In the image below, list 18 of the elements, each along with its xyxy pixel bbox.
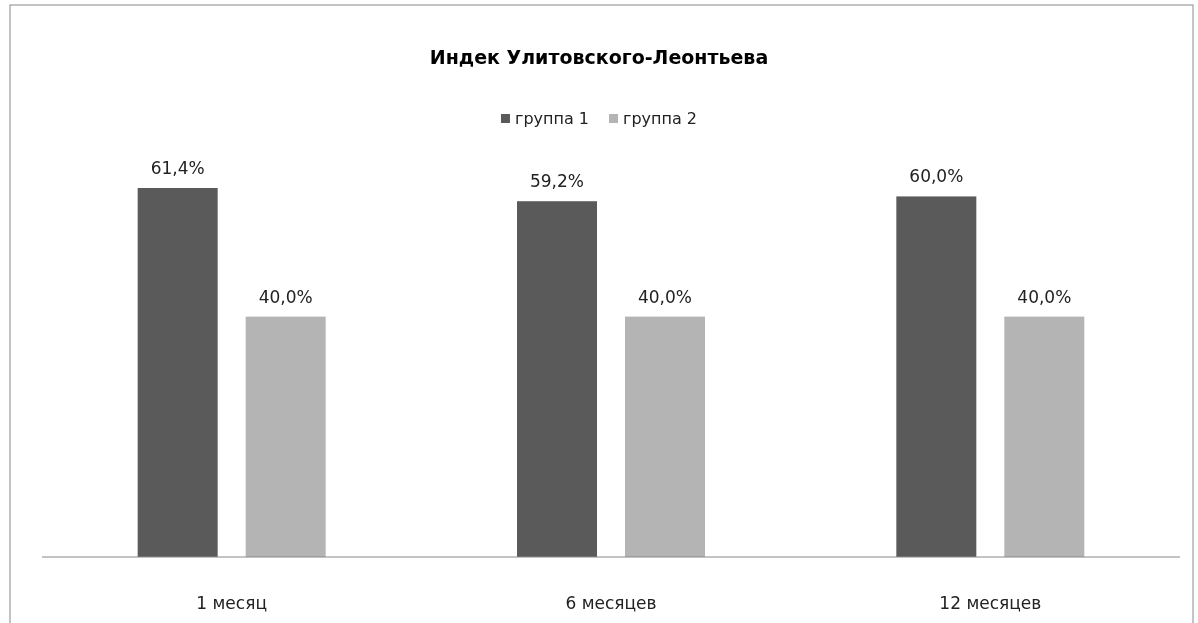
chart-title: Индек Улитовского-Леонтьева	[429, 46, 769, 68]
bar	[896, 196, 977, 557]
data-label: 60,0%	[909, 166, 964, 187]
x-tick-label: 6 месяцев	[565, 593, 657, 613]
bar	[137, 188, 218, 557]
bar	[245, 316, 326, 557]
bar	[625, 316, 705, 557]
data-label: 40,0%	[258, 286, 313, 307]
bar	[517, 201, 597, 557]
legend-label: группа 2	[623, 109, 698, 128]
bar	[1004, 316, 1085, 557]
data-label: 40,0%	[1017, 286, 1072, 307]
data-label: 61,4%	[150, 158, 205, 178]
x-tick-label: 12 месяцев	[939, 593, 1042, 613]
x-tick-label: 1 месяц	[196, 593, 267, 613]
data-label: 40,0%	[637, 286, 693, 307]
legend-label: группа 1	[514, 109, 589, 128]
data-label: 59,2%	[529, 171, 585, 192]
